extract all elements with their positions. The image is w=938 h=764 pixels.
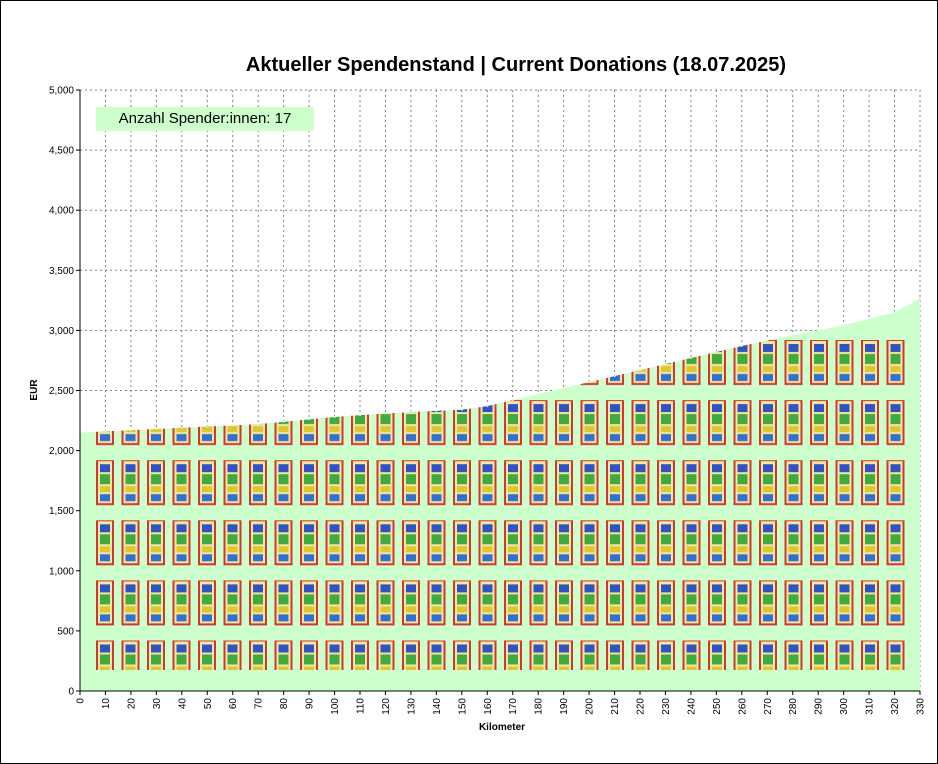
x-tick-label: 0 [76,698,87,704]
data-point [206,425,209,428]
data-point [104,430,107,433]
x-tick-label: 280 [788,698,799,715]
x-tick-label: 220 [636,698,647,715]
data-point [486,405,489,408]
axes: 05001,0001,5002,0002,5003,0003,5004,0004… [49,86,927,715]
x-tick-label: 210 [610,698,621,715]
x-tick-label: 290 [814,698,825,715]
data-point [588,381,591,384]
donor-count-box: Anzahl Spender:innen: 17 [96,107,314,131]
data-point [511,399,514,402]
x-tick-label: 320 [890,698,901,715]
chart-title: Aktueller Spendenstand | Current Donatio… [245,54,787,76]
x-tick-label: 130 [406,698,417,715]
y-axis-label: EUR [29,379,40,401]
x-tick-label: 240 [686,698,697,715]
x-tick-label: 90 [305,698,316,710]
data-point [333,415,336,418]
x-tick-label: 30 [152,698,163,710]
data-point [791,334,794,337]
y-tick-label: 4,500 [49,146,74,157]
x-tick-label: 110 [356,698,367,714]
x-tick-label: 140 [432,698,443,715]
y-tick-label: 3,500 [49,266,74,277]
y-tick-label: 3,000 [49,326,74,337]
logo-pattern [96,340,908,670]
data-point [664,363,667,366]
x-tick-label: 250 [712,698,723,715]
data-point [766,339,769,342]
x-tick-label: 50 [203,698,214,710]
x-tick-label: 270 [763,698,774,715]
x-tick-label: 70 [254,698,265,710]
x-tick-label: 120 [381,698,392,715]
x-tick-label: 160 [483,698,494,715]
x-tick-label: 10 [101,698,112,710]
y-tick-label: 500 [57,626,74,637]
y-tick-label: 2,500 [49,386,74,397]
x-tick-label: 40 [177,698,188,710]
x-tick-label: 170 [508,698,519,715]
y-tick-label: 4,000 [49,206,74,217]
data-point [435,409,438,412]
data-point [562,387,565,390]
y-tick-label: 1,000 [49,566,74,577]
y-tick-label: 5,000 [49,86,74,97]
data-point [308,418,311,421]
x-tick-label: 190 [559,698,570,715]
x-axis-label: Kilometer [479,722,525,733]
data-point [129,429,132,432]
data-point [919,297,921,300]
data-point [817,329,820,332]
x-tick-label: 300 [839,698,850,715]
x-tick-label: 330 [916,698,927,715]
x-tick-label: 230 [661,698,672,715]
y-tick-label: 0 [68,687,74,698]
data-point [460,408,463,411]
x-tick-label: 150 [457,698,468,715]
data-point [740,345,743,348]
data-point [842,323,845,326]
x-tick-label: 260 [737,698,748,715]
data-point [639,369,641,372]
data-point [715,351,718,354]
x-tick-label: 80 [279,698,290,710]
data-point [180,426,183,429]
data-point [359,414,361,417]
x-tick-label: 180 [534,698,545,715]
data-point [689,357,692,360]
data-point [868,317,871,320]
data-point [409,411,412,414]
x-tick-label: 100 [330,698,341,715]
y-tick-label: 1,500 [49,506,74,517]
x-tick-label: 60 [228,698,239,710]
data-point [893,311,896,314]
y-tick-label: 2,000 [49,446,74,457]
x-tick-label: 310 [865,698,876,715]
x-tick-label: 20 [126,698,137,710]
data-point [231,424,234,427]
data-point [155,427,158,430]
data-point [384,412,387,415]
x-tick-label: 200 [585,698,596,715]
data-point [613,375,616,378]
data-point [282,420,285,423]
data-point [537,393,540,396]
plot-area [79,297,921,691]
data-point [257,423,260,426]
